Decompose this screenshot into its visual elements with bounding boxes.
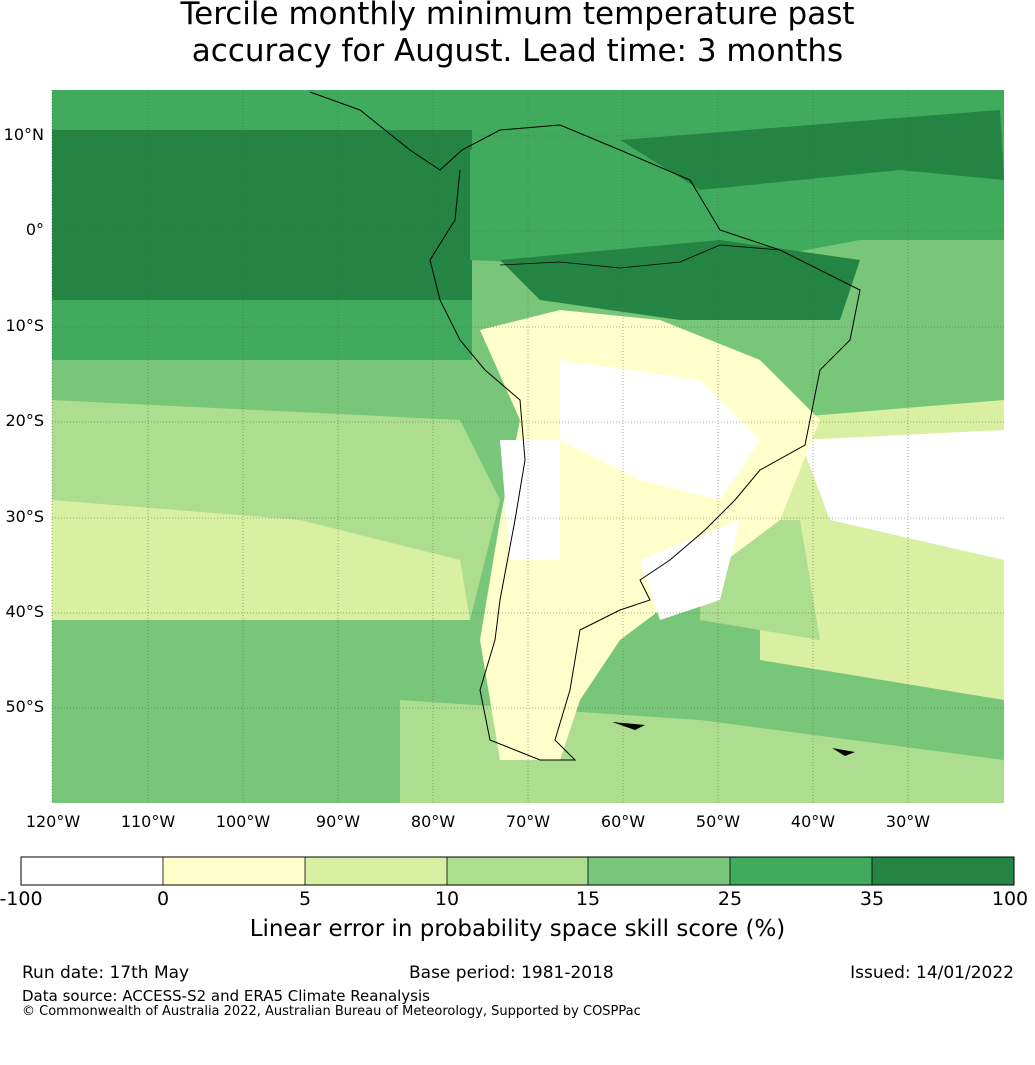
data-source: Data source: ACCESS-S2 and ERA5 Climate … xyxy=(22,987,430,1005)
lat-label-40s: 40°S xyxy=(5,602,44,621)
lat-label-30s: 30°S xyxy=(5,507,44,526)
lon-label-70w: 70°W xyxy=(505,812,551,831)
colorbar-tick-25: 25 xyxy=(717,888,743,910)
colorbar-bin-1 xyxy=(21,857,163,885)
colorbar xyxy=(20,856,1015,886)
copyright: © Commonwealth of Australia 2022, Austra… xyxy=(22,1004,641,1019)
lat-label-0: 0° xyxy=(25,220,44,239)
lat-label-10s: 10°S xyxy=(5,316,44,335)
colorbar-label: Linear error in probability space skill … xyxy=(249,916,786,942)
colorbar-frame xyxy=(20,856,1015,886)
colorbar-bin-5 xyxy=(588,857,730,885)
lon-label-90w: 90°W xyxy=(315,812,361,831)
lon-label-40w: 40°W xyxy=(790,812,836,831)
base-period: Base period: 1981-2018 xyxy=(409,963,614,983)
lon-label-100w: 100°W xyxy=(215,812,271,831)
lon-label-110w: 110°W xyxy=(120,812,176,831)
lon-label-30w: 30°W xyxy=(885,812,931,831)
colorbar-tick-neg100: -100 xyxy=(0,888,43,910)
lon-label-120w: 120°W xyxy=(25,812,81,831)
colorbar-tick-35: 35 xyxy=(859,888,885,910)
colorbar-bin-3 xyxy=(305,857,447,885)
map-title-line-1: Tercile monthly minimum temperature past xyxy=(180,0,855,32)
lat-label-20s: 20°S xyxy=(5,411,44,430)
colorbar-bin-7 xyxy=(872,857,1014,885)
lon-label-80w: 80°W xyxy=(410,812,456,831)
issued-date: Issued: 14/01/2022 xyxy=(850,963,1014,983)
map-title-line-2: accuracy for August. Lead time: 3 months xyxy=(191,33,844,69)
lon-label-60w: 60°W xyxy=(600,812,646,831)
colorbar-tick-10: 10 xyxy=(434,888,460,910)
lon-label-50w: 50°W xyxy=(695,812,741,831)
colorbar-tick-15: 15 xyxy=(575,888,601,910)
colorbar-bin-2 xyxy=(163,857,305,885)
graticule xyxy=(51,90,1004,803)
run-date: Run date: 17th May xyxy=(22,963,190,983)
colorbar-tick-100: 100 xyxy=(991,888,1029,910)
colorbar-bin-6 xyxy=(730,857,872,885)
map-field xyxy=(52,90,1004,803)
lat-label-10n: 10°N xyxy=(3,125,44,144)
colorbar-tick-0: 0 xyxy=(156,888,170,910)
lat-label-50s: 50°S xyxy=(5,697,44,716)
colorbar-bin-4 xyxy=(447,857,588,885)
colorbar-tick-5: 5 xyxy=(298,888,312,910)
